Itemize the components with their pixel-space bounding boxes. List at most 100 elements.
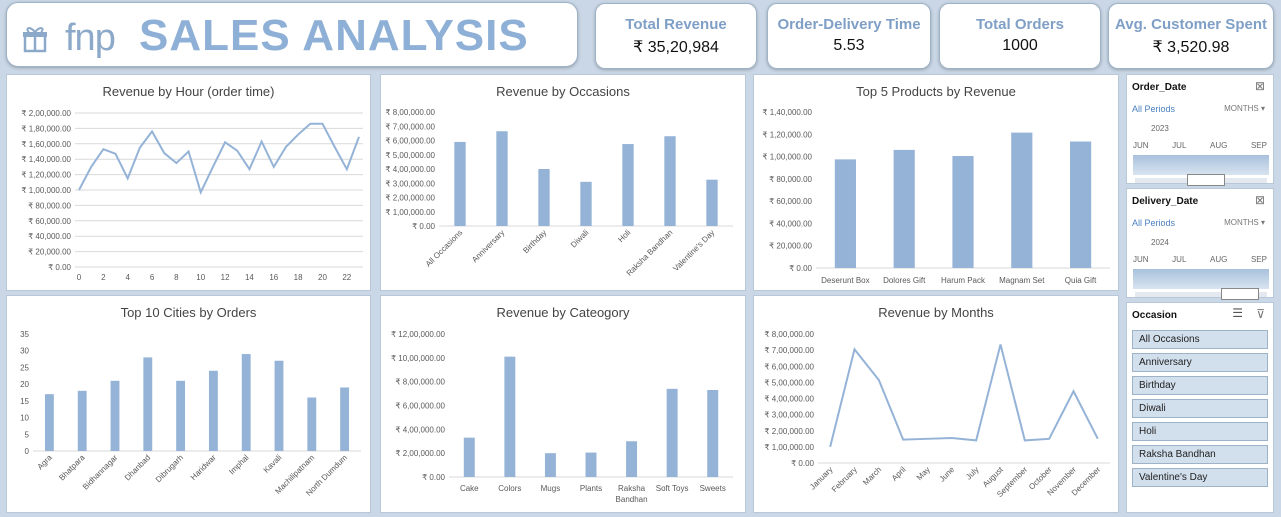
chart-revenue-by-hour[interactable]: Revenue by Hour (order time) ₹ 0.00 ₹ 20,… xyxy=(6,74,371,291)
slicer-item-birthday[interactable]: Birthday xyxy=(1132,376,1268,395)
bar xyxy=(666,388,678,477)
timeline-month[interactable]: SEP xyxy=(1250,255,1267,264)
timeline-order-date[interactable]: Order_Date ⊠ All Periods MONTHS ▾ 2023 J… xyxy=(1126,74,1274,186)
bar xyxy=(834,159,856,268)
x-tick-label: Holi xyxy=(616,228,632,244)
y-tick-label: ₹ 7,00,000.00 xyxy=(764,346,814,355)
series-line xyxy=(829,344,1099,448)
bar xyxy=(454,141,466,226)
y-tick-label: ₹ 5,00,000.00 xyxy=(764,378,814,387)
slicer-item-holi[interactable]: Holi xyxy=(1132,422,1268,441)
chart-top-products[interactable]: Top 5 Products by Revenue ₹ 0.00 ₹ 20,000… xyxy=(753,74,1119,291)
x-tick-label: 12 xyxy=(221,273,230,282)
timeline-range-bar[interactable] xyxy=(1133,155,1269,175)
timeline-months: JUN JUL AUG SEP xyxy=(1133,255,1269,264)
bar xyxy=(307,397,317,451)
y-tick-label: ₹ 5,00,000.00 xyxy=(385,151,435,160)
clear-filter-icon[interactable]: ⊠ xyxy=(1254,193,1265,207)
clear-filter-icon[interactable]: ⊽ xyxy=(1256,307,1265,321)
all-periods-link[interactable]: All Periods xyxy=(1132,104,1176,114)
chart-top-cities[interactable]: Top 10 Cities by Orders 0 5 10 15 20 25 30 35 Ag… xyxy=(6,295,371,513)
timeline-month[interactable]: JUL xyxy=(1172,255,1187,264)
kpi-value: ₹ 3,520.98 xyxy=(1152,39,1230,56)
all-periods-link[interactable]: All Periods xyxy=(1132,218,1176,228)
kpi-delivery-time: Order-Delivery Time 5.53 xyxy=(767,3,931,69)
y-tick-label: ₹ 80,000.00 xyxy=(28,201,71,210)
y-tick-label: ₹ 8,00,000.00 xyxy=(764,330,814,339)
slicer-item-valentines-day[interactable]: Valentine's Day xyxy=(1132,468,1268,487)
kpi-title: Total Revenue xyxy=(625,16,727,33)
y-tick-label: ₹ 1,00,000.00 xyxy=(762,153,812,162)
timeline-month[interactable]: AUG xyxy=(1210,255,1228,264)
slicer-item-all-occasions[interactable]: All Occasions xyxy=(1132,330,1268,349)
bar xyxy=(77,390,87,451)
x-tick-label: Kavali xyxy=(262,453,284,475)
y-tick-label: ₹ 1,00,000.00 xyxy=(764,443,814,452)
header-banner: fnp SALES ANALYSIS xyxy=(6,2,578,67)
multi-select-icon[interactable]: ☰ xyxy=(1232,306,1243,320)
slicer-item-anniversary[interactable]: Anniversary xyxy=(1132,353,1268,372)
x-tick-label: Sweets xyxy=(700,484,726,493)
x-tick-label: March xyxy=(861,465,883,487)
timeline-range-bar[interactable] xyxy=(1133,269,1269,289)
chart-revenue-by-occasions[interactable]: Revenue by Occasions ₹ 0.00 ₹ 1,00,000.00… xyxy=(380,74,746,291)
x-tick-label: 8 xyxy=(174,273,179,282)
y-tick-label: ₹ 1,20,000.00 xyxy=(762,130,812,139)
slicer-occasion[interactable]: Occasion ☰ ⊽ All Occasions Anniversary B… xyxy=(1126,302,1274,513)
y-tick-label: ₹ 60,000.00 xyxy=(28,217,71,226)
chart-title: Revenue by Occasions xyxy=(496,84,630,99)
bar xyxy=(626,441,638,477)
bar xyxy=(274,360,284,451)
timeline-scroll-thumb[interactable] xyxy=(1187,174,1225,186)
time-level-dropdown[interactable]: MONTHS ▾ xyxy=(1224,104,1265,113)
chart-revenue-by-months[interactable]: Revenue by Months ₹ 0.00 ₹ 1,00,000.00 ₹ 2… xyxy=(753,295,1119,513)
x-tick-label: Mugs xyxy=(541,484,561,493)
kpi-title: Order-Delivery Time xyxy=(777,16,921,33)
chart-revenue-by-category[interactable]: Revenue by Cateogory ₹ 0.00 ₹ 2,00,000.00… xyxy=(380,295,746,513)
timeline-delivery-date[interactable]: Delivery_Date ⊠ All Periods MONTHS ▾ 202… xyxy=(1126,188,1274,300)
clear-filter-icon[interactable]: ⊠ xyxy=(1254,79,1265,93)
chart-plot: ₹ 0.00 ₹ 20,000.00 ₹ 40,000.00 ₹ 60,000.00 ₹… xyxy=(762,108,1110,285)
bar xyxy=(622,144,634,226)
x-tick-label: Deserunt Box xyxy=(821,276,869,285)
page-title: SALES ANALYSIS xyxy=(139,11,529,60)
slicer-item-raksha-bandhan[interactable]: Raksha Bandhan xyxy=(1132,445,1268,464)
x-tick-label: Bhatpara xyxy=(57,453,87,483)
slicer-item-diwali[interactable]: Diwali xyxy=(1132,399,1268,418)
x-tick-label: Agra xyxy=(35,453,54,472)
timeline-month[interactable]: SEP xyxy=(1250,141,1267,150)
x-tick-label: 10 xyxy=(196,273,205,282)
time-level-dropdown[interactable]: MONTHS ▾ xyxy=(1224,218,1265,227)
x-tick-label: Dolores Gift xyxy=(883,276,926,285)
y-tick-label: ₹ 7,00,000.00 xyxy=(385,122,435,131)
chart-title: Revenue by Hour (order time) xyxy=(102,84,275,99)
y-tick-label: ₹ 6,00,000.00 xyxy=(395,402,445,411)
timeline-month[interactable]: JUN xyxy=(1133,255,1149,264)
bar xyxy=(44,394,54,451)
y-tick-label: ₹ 2,00,000.00 xyxy=(385,194,435,203)
timeline-scrollbar[interactable] xyxy=(1135,292,1267,297)
bar xyxy=(143,357,153,451)
y-tick-label: ₹ 1,80,000.00 xyxy=(21,124,71,133)
y-tick-label: ₹ 1,00,000.00 xyxy=(385,208,435,217)
x-tick-label: 22 xyxy=(342,273,351,282)
bar xyxy=(707,390,719,477)
y-tick-label: 15 xyxy=(20,397,29,406)
y-tick-label: ₹ 6,00,000.00 xyxy=(764,362,814,371)
kpi-value: ₹ 35,20,984 xyxy=(633,39,719,56)
x-tick-label: 4 xyxy=(125,273,130,282)
x-tick-label: Magnam Set xyxy=(999,276,1045,285)
y-tick-label: 30 xyxy=(20,347,29,356)
timeline-month[interactable]: AUG xyxy=(1210,141,1228,150)
y-tick-label: ₹ 6,00,000.00 xyxy=(385,137,435,146)
chart-title: Revenue by Cateogory xyxy=(496,305,630,320)
timeline-scroll-thumb[interactable] xyxy=(1221,288,1259,300)
y-tick-label: ₹ 80,000.00 xyxy=(769,175,812,184)
y-tick-label: ₹ 2,00,000.00 xyxy=(764,427,814,436)
y-tick-label: ₹ 1,40,000.00 xyxy=(762,108,812,117)
x-tick-label: Harum Pack xyxy=(941,276,986,285)
bar xyxy=(241,354,251,451)
timeline-month[interactable]: JUN xyxy=(1133,141,1149,150)
timeline-month[interactable]: JUL xyxy=(1172,141,1187,150)
